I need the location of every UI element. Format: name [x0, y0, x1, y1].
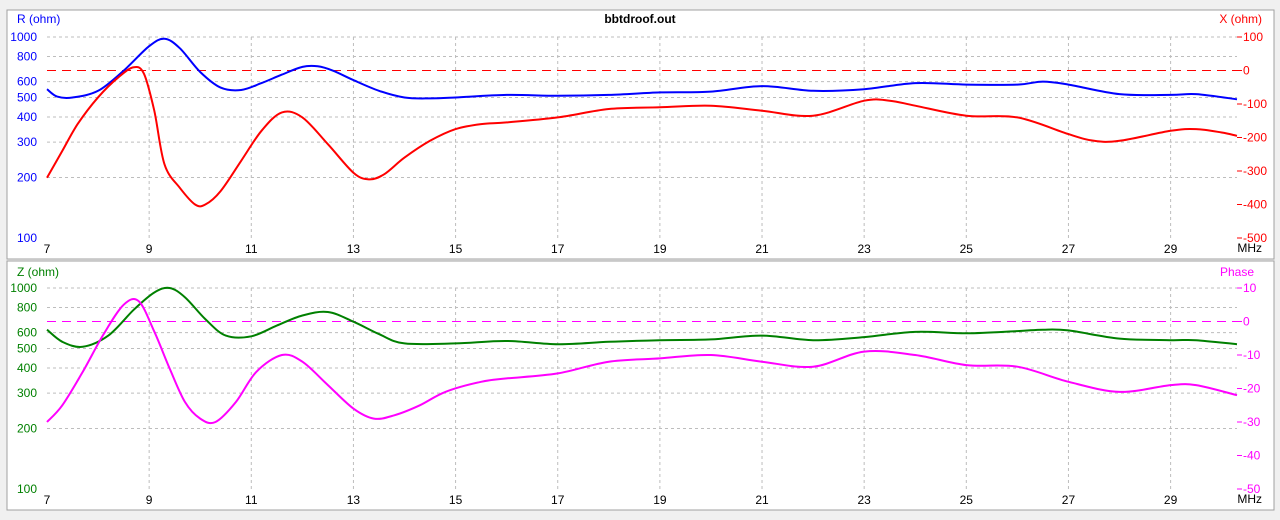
right-tick-label: 10: [1243, 281, 1257, 295]
series-line-z-ohm: [46, 286, 1238, 348]
top-right-axis-label: X (ohm): [1219, 12, 1262, 26]
x-tick-label: 23: [857, 493, 871, 507]
right-tick-label: 100: [1243, 30, 1263, 44]
x-tick-label: 11: [245, 493, 258, 507]
x-tick-label: 21: [755, 242, 769, 256]
right-tick-label: -200: [1243, 131, 1267, 145]
top-panel-series: [46, 37, 1238, 208]
left-tick-label: 1000: [10, 30, 37, 44]
left-tick-label: 500: [17, 91, 37, 105]
x-tick-label: 7: [44, 493, 51, 507]
right-tick-label: -50: [1243, 482, 1261, 496]
left-tick-label: 400: [17, 110, 37, 124]
right-tick-label: 0: [1243, 64, 1250, 78]
x-tick-label: 15: [449, 242, 463, 256]
left-tick-label: 500: [17, 342, 37, 356]
left-tick-label: 300: [17, 135, 37, 149]
x-tick-label: 29: [1164, 242, 1178, 256]
left-tick-label: 200: [17, 421, 37, 435]
left-tick-label: 400: [17, 361, 37, 375]
right-tick-label: -40: [1243, 449, 1261, 463]
left-tick-label: 1000: [10, 281, 37, 295]
left-tick-label: 100: [17, 482, 37, 496]
bottom-right-axis-label: Phase: [1220, 265, 1254, 279]
right-tick-label: 0: [1243, 315, 1250, 329]
x-tick-label: 11: [245, 242, 258, 256]
right-tick-label: -300: [1243, 164, 1267, 178]
bottom-panel-grid: [47, 287, 1237, 489]
x-tick-label: 23: [857, 242, 871, 256]
left-tick-label: 800: [17, 300, 37, 314]
right-tick-label: -20: [1243, 382, 1261, 396]
chart-title: bbtdroof.out: [604, 12, 675, 26]
top-panel-grid: [47, 36, 1237, 238]
x-tick-label: 27: [1062, 493, 1076, 507]
bottom-panel: 7 9 11 13 15 17 19 21 23 25 27 29100200300400500600…: [6, 260, 1275, 511]
top-panel-tick-labels: 7 9 11 13 15 17 19 21 23 25 27 29 100 200 300 400 500 600…: [10, 30, 1267, 256]
x-tick-label: 17: [551, 493, 565, 507]
right-tick-label: -10: [1243, 348, 1261, 362]
bottom-panel-series: [46, 286, 1238, 425]
series-line-phase: [46, 298, 1238, 425]
left-tick-label: 100: [17, 231, 37, 245]
top-panel: 7 9 11 13 15 17 19 21 23 25 27 29 100 200 300 400 500 600…: [6, 9, 1275, 260]
x-tick-label: 9: [146, 493, 153, 507]
left-tick-label: 600: [17, 75, 37, 89]
x-tick-label: 13: [347, 242, 361, 256]
series-line-r-ohm: [46, 37, 1238, 101]
right-tick-label: -100: [1243, 97, 1267, 111]
x-tick-label: 21: [755, 493, 769, 507]
left-tick-label: 300: [17, 386, 37, 400]
bottom-panel-tick-labels: 7 9 11 13 15 17 19 21 23 25 27 29100200300400500600…: [10, 281, 1260, 507]
right-tick-label: -400: [1243, 198, 1267, 212]
top-x-unit-label: MHz: [1237, 241, 1262, 255]
bottom-x-unit-label: MHz: [1237, 492, 1262, 506]
bottom-left-axis-label: Z (ohm): [17, 265, 59, 279]
x-tick-label: 27: [1062, 242, 1076, 256]
x-tick-label: 19: [653, 493, 667, 507]
bottom-panel-frame: [6, 260, 1275, 511]
right-tick-label: -500: [1243, 231, 1267, 245]
x-tick-label: 9: [146, 242, 153, 256]
x-tick-label: 13: [347, 493, 361, 507]
left-tick-label: 600: [17, 326, 37, 340]
x-tick-label: 29: [1164, 493, 1178, 507]
left-tick-label: 800: [17, 49, 37, 63]
right-tick-label: -30: [1243, 415, 1261, 429]
x-tick-label: 25: [960, 493, 974, 507]
x-tick-label: 25: [960, 242, 974, 256]
top-left-axis-label: R (ohm): [17, 12, 60, 26]
x-tick-label: 17: [551, 242, 565, 256]
x-tick-label: 7: [44, 242, 51, 256]
x-tick-label: 19: [653, 242, 667, 256]
x-tick-label: 15: [449, 493, 463, 507]
top-panel-frame: [6, 9, 1275, 260]
series-line-x-ohm: [46, 65, 1238, 208]
left-tick-label: 200: [17, 170, 37, 184]
